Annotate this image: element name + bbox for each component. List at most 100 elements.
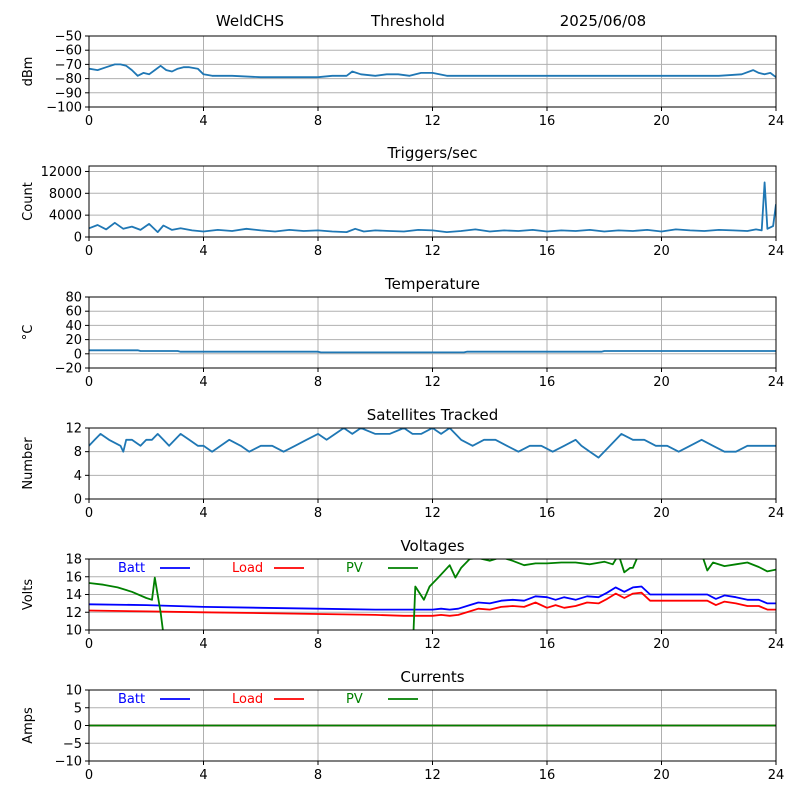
mode-label: Threshold <box>370 12 445 30</box>
y-tick-label: −60 <box>55 44 82 59</box>
plot-frame <box>88 35 777 108</box>
x-tick-label: 24 <box>768 768 785 783</box>
x-tick-label: 4 <box>199 637 207 652</box>
y-tick-label: −100 <box>46 101 82 116</box>
series-line <box>89 428 776 459</box>
plot-frame <box>88 558 777 631</box>
x-tick-label: 16 <box>539 114 556 129</box>
y-tick-label: −20 <box>55 362 82 377</box>
y-tick-label: 8000 <box>49 187 82 202</box>
legend-label: Load <box>232 561 263 576</box>
legend-label: Load <box>232 692 263 707</box>
series-line <box>89 181 776 234</box>
y-tick-label: 60 <box>65 305 82 320</box>
x-tick-label: 24 <box>768 114 785 129</box>
legend-label: Batt <box>118 561 145 576</box>
series-line-load <box>89 591 776 617</box>
legend-label: PV <box>346 561 363 576</box>
y-tick-label: 10 <box>65 624 82 639</box>
x-tick-label: 16 <box>539 637 556 652</box>
panel-5: 0 4 8 12 16 20 24 10 12 14 16 18 Voltages Volts Batt Lo… <box>21 537 785 652</box>
x-tick-label: 16 <box>539 768 556 783</box>
panel-title: Temperature <box>384 275 480 293</box>
x-tick-label: 8 <box>314 768 322 783</box>
y-axis-label: Count <box>21 182 36 221</box>
plot-frame <box>88 689 777 762</box>
y-tick-label: −70 <box>55 58 82 73</box>
y-tick-label: 0 <box>74 493 82 508</box>
x-tick-label: 20 <box>653 506 670 521</box>
y-tick-label: 16 <box>65 570 82 585</box>
panel-title: Satellites Tracked <box>367 406 498 424</box>
x-tick-label: 24 <box>768 506 785 521</box>
x-tick-label: 8 <box>314 506 322 521</box>
x-tick-label: 20 <box>653 768 670 783</box>
date-label: 2025/06/08 <box>560 12 646 30</box>
series-line-batt <box>89 585 776 611</box>
y-tick-label: 4 <box>74 469 82 484</box>
y-tick-label: −50 <box>55 30 82 45</box>
plot-frame <box>88 165 777 238</box>
x-tick-label: 24 <box>768 244 785 259</box>
y-axis-label: Number <box>21 437 36 490</box>
y-tick-label: 20 <box>65 333 82 348</box>
y-tick-label: 12 <box>65 422 82 437</box>
legend-label: Batt <box>118 692 145 707</box>
y-tick-label: −5 <box>63 737 82 752</box>
x-tick-label: 16 <box>539 506 556 521</box>
x-tick-label: 16 <box>539 244 556 259</box>
x-tick-label: 4 <box>199 506 207 521</box>
x-tick-label: 12 <box>424 375 441 390</box>
y-tick-label: 80 <box>65 291 82 306</box>
y-tick-label: 0 <box>74 347 82 362</box>
y-tick-label: 14 <box>65 588 82 603</box>
x-tick-label: 0 <box>85 375 93 390</box>
y-tick-label: −90 <box>55 86 82 101</box>
y-tick-label: 4000 <box>49 209 82 224</box>
x-tick-label: 8 <box>314 114 322 129</box>
x-tick-label: 8 <box>314 637 322 652</box>
panel-6: 0 4 8 12 16 20 24 −10 −5 0 5 10 Currents Amps Batt Load… <box>21 668 784 783</box>
y-tick-label: 12000 <box>41 165 82 180</box>
x-tick-label: 4 <box>199 768 207 783</box>
series-line <box>89 63 776 79</box>
y-tick-label: 10 <box>65 684 82 699</box>
y-axis-label: °C <box>21 325 36 341</box>
panel-title: Voltages <box>400 537 464 555</box>
x-tick-label: 20 <box>653 637 670 652</box>
legend-label: PV <box>346 692 363 707</box>
x-tick-label: 8 <box>314 244 322 259</box>
panel-title: Currents <box>400 668 464 686</box>
x-tick-label: 0 <box>85 244 93 259</box>
panel-2: 0 4 8 12 16 20 24 0 4000 8000 12000 Triggers/sec Cou… <box>21 144 784 259</box>
y-tick-label: −80 <box>55 72 82 87</box>
y-tick-label: 5 <box>74 701 82 716</box>
y-tick-label: 8 <box>74 445 82 460</box>
x-tick-label: 4 <box>199 244 207 259</box>
y-axis-label: Volts <box>21 579 36 611</box>
x-tick-label: 12 <box>424 506 441 521</box>
x-tick-label: 4 <box>199 375 207 390</box>
plot-frame <box>88 427 777 500</box>
x-tick-label: 24 <box>768 375 785 390</box>
x-tick-label: 16 <box>539 375 556 390</box>
x-tick-label: 0 <box>85 114 93 129</box>
y-tick-label: −10 <box>55 755 82 770</box>
figure-header: WeldCHS Threshold 2025/06/08 <box>216 12 646 30</box>
x-tick-label: 24 <box>768 637 785 652</box>
x-tick-label: 20 <box>653 114 670 129</box>
y-tick-label: 18 <box>65 553 82 568</box>
x-tick-label: 8 <box>314 375 322 390</box>
station-name: WeldCHS <box>216 12 284 30</box>
panel-1: 0 4 8 12 16 20 24 −100−90−80−70−60−50 dBm <box>21 30 784 130</box>
x-tick-label: 20 <box>653 244 670 259</box>
x-tick-label: 20 <box>653 375 670 390</box>
y-axis-label: Amps <box>21 707 36 744</box>
plot-frame <box>88 296 777 369</box>
x-tick-label: 12 <box>424 637 441 652</box>
y-tick-label: 0 <box>74 231 82 246</box>
